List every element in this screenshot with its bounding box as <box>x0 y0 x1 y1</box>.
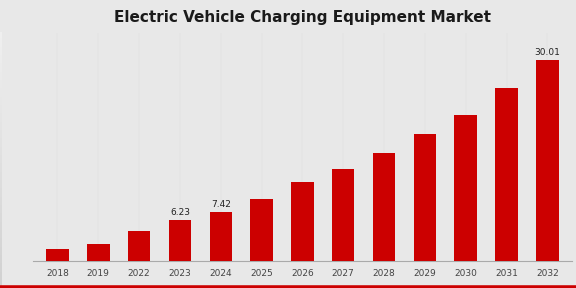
Bar <box>536 60 559 262</box>
Bar <box>332 169 354 262</box>
Bar <box>414 134 436 262</box>
Bar <box>495 88 518 262</box>
Title: Electric Vehicle Charging Equipment Market: Electric Vehicle Charging Equipment Mark… <box>114 10 491 25</box>
Bar <box>87 244 109 262</box>
Bar <box>373 153 395 262</box>
Bar <box>291 182 313 262</box>
Bar <box>454 115 477 262</box>
Bar <box>169 219 191 262</box>
Bar <box>46 249 69 262</box>
Text: 7.42: 7.42 <box>211 200 231 209</box>
Bar <box>128 231 150 262</box>
Text: 6.23: 6.23 <box>170 208 190 217</box>
Text: 30.01: 30.01 <box>535 48 560 57</box>
Bar <box>210 212 232 262</box>
Bar <box>251 199 273 262</box>
